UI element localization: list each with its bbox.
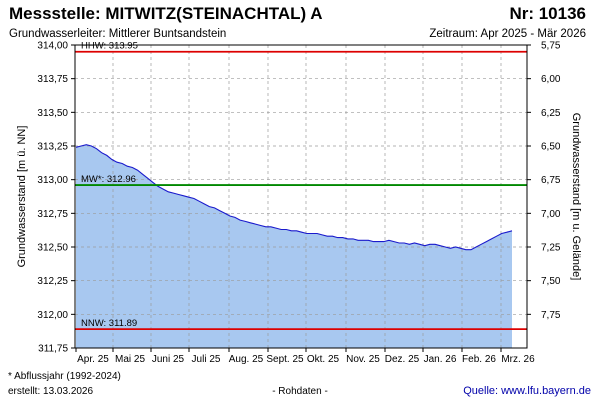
x-tick-label: Apr. 25: [77, 354, 109, 365]
y-tick-label-left: 313,00: [37, 175, 68, 186]
y-tick-label-right: 6,75: [541, 175, 561, 186]
x-tick-label: Mrz. 26: [501, 354, 535, 365]
y-tick-label-left: 313,25: [37, 142, 68, 153]
y-tick-label-left: 314,00: [37, 41, 68, 52]
reference-line-label: NNW: 311.89: [81, 318, 137, 329]
y-tick-label-right: 6,00: [541, 74, 561, 85]
y-axis-title-right: Grundwasserstand [m u. Gelände]: [570, 113, 582, 281]
y-tick-label-left: 313,75: [37, 74, 68, 85]
reference-line-label: HHW: 313.95: [81, 41, 138, 52]
y-tick-label-right: 7,75: [541, 310, 561, 321]
x-tick-label: Feb. 26: [462, 354, 496, 365]
raw-data-note: - Rohdaten -: [272, 386, 328, 397]
y-tick-label-left: 311,75: [38, 344, 68, 355]
x-tick-label: Nov. 25: [346, 354, 380, 365]
y-tick-label-left: 312,00: [37, 310, 68, 321]
x-tick-label: Jan. 26: [424, 354, 457, 365]
water-level-line: [75, 144, 513, 251]
y-tick-label-right: 7,50: [541, 276, 561, 287]
source-link[interactable]: Quelle: www.lfu.bayern.de: [463, 385, 591, 397]
y-tick-label-right: 5,75: [541, 41, 561, 52]
x-tick-label: Mai 25: [115, 354, 145, 365]
y-tick-label-right: 7,00: [541, 209, 561, 220]
aquifer-label: Grundwasserleiter: Mittlerer Buntsandste…: [9, 28, 227, 40]
y-tick-label-left: 312,75: [37, 209, 68, 220]
period-label: Zeitraum: Apr 2025 - Mär 2026: [429, 28, 586, 40]
station-title: Messstelle: MITWITZ(STEINACHTAL) A: [9, 4, 323, 23]
water-level-area: [76, 144, 512, 348]
y-tick-label-right: 7,25: [541, 243, 561, 254]
footnote: * Abflussjahr (1992-2024): [8, 371, 121, 382]
x-tick-label: Aug. 25: [229, 354, 264, 365]
x-tick-label: Sept. 25: [266, 354, 304, 365]
x-tick-label: Juli 25: [192, 354, 221, 365]
reference-line-label: MW*: 312.96: [81, 174, 136, 185]
created-date: erstellt: 13.03.2026: [8, 386, 94, 397]
x-tick-label: Okt. 25: [307, 354, 340, 365]
y-tick-label-right: 6,50: [541, 142, 561, 153]
y-tick-label-left: 313,50: [37, 108, 68, 119]
x-tick-label: Juni 25: [152, 354, 185, 365]
y-axis-title-left: Grundwasserstand [m ü. NN]: [16, 126, 28, 268]
plot-frame: [74, 44, 528, 349]
station-number: Nr: 10136: [509, 4, 586, 23]
y-tick-label-left: 312,50: [37, 243, 68, 254]
y-tick-label-left: 312,25: [37, 276, 68, 287]
x-tick-label: Dez. 25: [385, 354, 420, 365]
y-tick-label-right: 6,25: [541, 108, 561, 119]
